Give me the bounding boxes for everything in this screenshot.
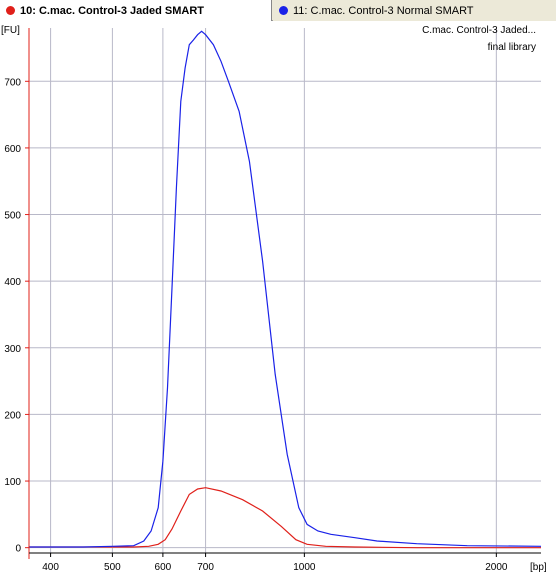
tab-label: 10: C.mac. Control-3 Jaded SMART (20, 4, 204, 17)
axes-layer: 0 100 200 300 400 500 600 700 400 500 600 700 1000 20… (4, 28, 541, 573)
x-tick-label: 600 (155, 562, 172, 573)
x-tick-label: 500 (104, 562, 121, 573)
chart-annotation-library: final library (488, 42, 536, 53)
series-layer (29, 30, 542, 549)
y-tick-label: 200 (4, 410, 21, 421)
tab-sample-10-jaded[interactable]: 10: C.mac. Control-3 Jaded SMART (0, 0, 272, 21)
electropherogram-chart: 0 100 200 300 400 500 600 700 400 500 600 700 1000 20… (0, 21, 556, 586)
sample-tab-bar: 10: C.mac. Control-3 Jaded SMART 11: C.m… (0, 0, 556, 21)
tab-label: 11: C.mac. Control-3 Normal SMART (293, 4, 474, 17)
x-axis-label: [bp] (530, 562, 547, 573)
x-tick-label: 700 (197, 562, 214, 573)
y-tick-label: 0 (15, 544, 21, 555)
y-axis-label: [FU] (1, 25, 20, 36)
y-tick-label: 600 (4, 144, 21, 155)
x-tick-label: 400 (42, 562, 59, 573)
y-tick-label: 100 (4, 477, 21, 488)
y-tick-label: 700 (4, 77, 21, 88)
tab-sample-11-normal[interactable]: 11: C.mac. Control-3 Normal SMART (273, 0, 556, 21)
x-tick-label: 1000 (293, 562, 316, 573)
sample-11-marker-icon (279, 6, 288, 15)
sample-10-marker-icon (6, 6, 15, 15)
series-line (29, 487, 541, 549)
x-tick-label: 2000 (485, 562, 508, 573)
grid-layer (29, 28, 541, 553)
y-tick-label: 400 (4, 277, 21, 288)
y-tick-label: 300 (4, 344, 21, 355)
y-tick-label: 500 (4, 211, 21, 222)
chart-annotation-sample: C.mac. Control-3 Jaded... (422, 25, 536, 36)
series-line (29, 30, 542, 548)
chart-background (0, 21, 556, 586)
